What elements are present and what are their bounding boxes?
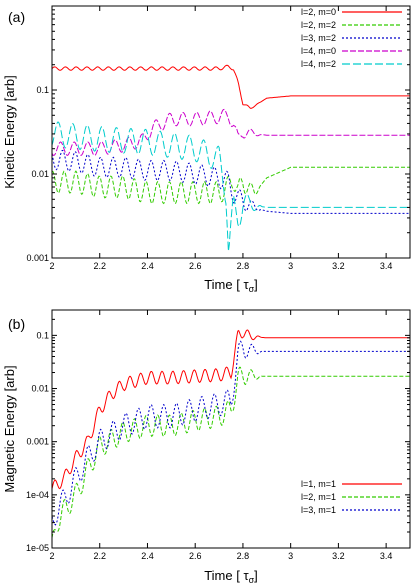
y-axis-label: Kinetic Energy [arb] [2, 75, 17, 188]
plot-frame [51, 5, 411, 259]
series-line [52, 340, 410, 526]
y-tick-label: 0.01 [31, 384, 49, 394]
x-axis-label-part: Time [ [204, 277, 243, 292]
x-tick-label: 2.2 [93, 551, 106, 561]
x-tick-label: 2.4 [141, 261, 154, 271]
x-tick-label: 2.8 [237, 261, 250, 271]
x-tick-label: 3 [288, 551, 293, 561]
x-tick-label: 2.8 [237, 551, 250, 561]
x-axis-label: Time [ τσ] [204, 568, 258, 585]
chart-panel-2: 2 2.2 2.4 2.6 2.8 3 3.2 3.4 1e-05 1e-04 0.001 0.01 0… [2, 309, 411, 585]
y-tick-label: 1e-04 [26, 490, 49, 500]
y-tick-label: 1e-05 [26, 543, 49, 553]
y-axis-label: Magnetic Energy [arb] [2, 365, 17, 492]
x-axis-label-part: ] [254, 277, 258, 292]
legend-entry-label: l=2, m=0 [301, 7, 336, 17]
x-tick-label: 3 [288, 261, 293, 271]
x-axis-label-part: Time [ [204, 568, 243, 583]
x-axis-label-part: τ [243, 277, 249, 292]
series-line [52, 166, 410, 205]
legend-entry-label: l=3, m=2 [301, 33, 336, 43]
series-line [52, 108, 410, 156]
legend-entry-label: l=4, m=0 [301, 46, 336, 56]
x-tick-label: 3.4 [380, 551, 393, 561]
panel-label: (b) [8, 316, 25, 332]
legend-entry-label: l=3, m=1 [301, 505, 336, 515]
x-axis-label-part: τ [243, 568, 249, 583]
series-line [52, 366, 410, 538]
x-tick-label: 3.2 [332, 551, 345, 561]
x-axis-label: Time [ τσ] [204, 277, 258, 294]
x-tick-label: 3.4 [380, 261, 393, 271]
x-tick-label: 2.4 [141, 551, 154, 561]
legend-entry-label: l=2, m=2 [301, 20, 336, 30]
y-tick-label: 0.1 [36, 85, 49, 95]
y-tick-label: 0.001 [26, 253, 49, 263]
x-axis-label-part: σ [249, 575, 255, 585]
x-axis-label-part: ] [254, 568, 258, 583]
x-tick-label: 2.2 [93, 261, 106, 271]
x-axis-label-part: σ [249, 284, 255, 294]
panel-label: (a) [8, 9, 25, 25]
series-line [52, 329, 410, 490]
x-tick-label: 2 [49, 261, 54, 271]
legend-entry-label: l=2, m=1 [301, 492, 336, 502]
x-tick-label: 2.6 [189, 551, 202, 561]
y-tick-label: 0.001 [26, 437, 49, 447]
plot-frame [51, 309, 411, 549]
y-tick-label: 0.01 [31, 169, 49, 179]
x-tick-label: 3.2 [332, 261, 345, 271]
series-line [52, 149, 410, 214]
series-line [52, 64, 410, 109]
legend-entry-label: l=1, m=1 [301, 479, 336, 489]
x-tick-label: 2.6 [189, 261, 202, 271]
y-tick-label: 0.1 [36, 330, 49, 340]
series-line [52, 121, 410, 252]
chart-panel-1: 2 2.2 2.4 2.6 2.8 3 3.2 3.4 0.001 0.01 0.1 Time [ τ… [2, 5, 411, 294]
x-tick-label: 2 [49, 551, 54, 561]
legend-entry-label: l=4, m=2 [301, 59, 336, 69]
